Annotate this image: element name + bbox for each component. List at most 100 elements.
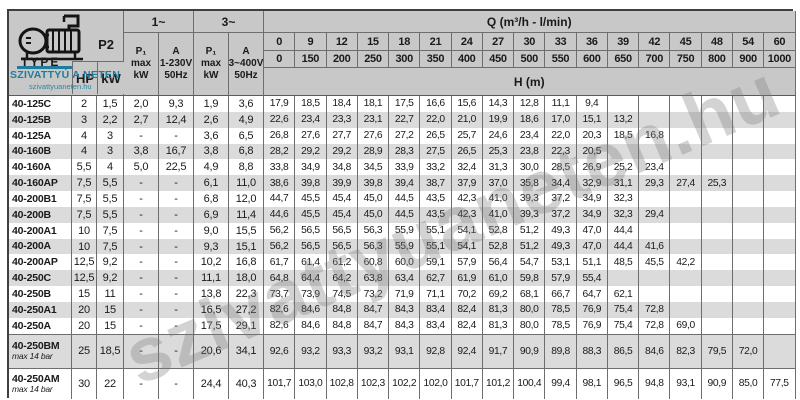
amps-230v-cell: 22,5 <box>159 159 194 176</box>
q-m3h-value: 24 <box>451 33 483 51</box>
head-value-cell: 44,4 <box>607 222 640 239</box>
head-value-cell <box>701 159 733 176</box>
amps-400v-cell: 15,1 <box>229 238 264 255</box>
head-value-cell: 72,0 <box>732 333 765 368</box>
head-value-cell: 41,0 <box>482 191 515 207</box>
head-value-cell: 29,4 <box>639 206 671 223</box>
p2-label: P2 <box>98 37 114 52</box>
brand-watermark-name: SZIVATTYÚ A NETEN <box>10 69 121 81</box>
head-value-cell: 24,6 <box>482 127 515 144</box>
type-label: TYPE <box>21 55 61 69</box>
head-value-cell: 51,1 <box>576 254 608 271</box>
amps-400v-cell: 27,2 <box>229 301 264 318</box>
model-name: 40-250A <box>12 319 51 332</box>
head-value-cell: 31,1 <box>607 175 640 192</box>
head-value-cell: 76,9 <box>576 301 608 318</box>
hp-cell: 4 <box>72 143 97 160</box>
head-value-cell: 23,4 <box>295 111 327 128</box>
head-value-cell: 64,7 <box>576 286 608 302</box>
head-value-cell: 35,8 <box>514 175 546 192</box>
head-value-cell: 56,2 <box>264 222 296 239</box>
kw-cell: 4 <box>97 159 124 176</box>
head-value-cell: 55,9 <box>389 238 421 255</box>
head-value-cell: 63,8 <box>357 270 390 287</box>
p1-3ph-cell: 4,9 <box>194 159 229 176</box>
q-m3h-value: 54 <box>732 33 765 51</box>
hp-cell: 25 <box>72 333 97 368</box>
head-value-cell: 39,3 <box>514 206 546 223</box>
head-value-cell: 18,5 <box>607 127 640 144</box>
p1-1ph-cell: - <box>124 270 159 287</box>
kw-cell: 5,5 <box>97 206 124 223</box>
head-value-cell: 42,2 <box>670 254 702 271</box>
head-value-cell <box>732 111 765 128</box>
head-value-cell <box>639 222 671 239</box>
amps-230v-cell: - <box>159 127 194 144</box>
head-value-cell: 27,6 <box>295 127 327 144</box>
head-value-cell: 83,4 <box>420 317 452 334</box>
amps-230v-cell: - <box>159 175 194 192</box>
head-value-cell <box>670 191 702 207</box>
head-value-cell: 93,2 <box>295 333 327 368</box>
p1-3ph-cell: 3,8 <box>194 143 229 160</box>
head-value-cell: 96,5 <box>607 367 640 399</box>
p1-3ph-cell: 2,6 <box>194 111 229 128</box>
head-value-cell <box>670 127 702 144</box>
kw-cell: 15 <box>97 301 124 318</box>
q-lmin-value: 900 <box>732 51 765 68</box>
model-name: 40-125B <box>12 113 51 126</box>
p1-1ph-cell: - <box>124 286 159 302</box>
head-value-cell: 78,5 <box>545 317 577 334</box>
head-value-cell: 31,3 <box>482 159 515 176</box>
head-value-cell: 27,2 <box>389 127 421 144</box>
head-value-cell <box>670 222 702 239</box>
head-value-cell <box>701 191 733 207</box>
head-value-cell: 18,1 <box>357 96 390 112</box>
q-m3h-value: 18 <box>389 33 421 51</box>
head-value-cell <box>764 222 796 239</box>
head-value-cell: 68,1 <box>514 286 546 302</box>
head-value-cell: 79,5 <box>701 333 733 368</box>
amps-400v-cell: 22,3 <box>229 286 264 302</box>
head-value-cell: 27,6 <box>357 127 390 144</box>
head-value-cell: 34,5 <box>357 159 390 176</box>
head-value-cell: 28,9 <box>357 143 390 160</box>
head-value-cell: 22,6 <box>264 111 296 128</box>
head-value-cell: 69,0 <box>670 317 702 334</box>
head-value-cell: 61,7 <box>264 254 296 271</box>
p1-3ph-cell: 1,9 <box>194 96 229 112</box>
kw-cell: 9,2 <box>97 254 124 271</box>
head-value-cell: 56,4 <box>482 254 515 271</box>
head-value-cell: 44,4 <box>607 238 640 255</box>
amps-400v-cell: 16,8 <box>229 254 264 271</box>
head-value-cell: 45,5 <box>639 254 671 271</box>
kw-cell: 15 <box>97 317 124 334</box>
amps-230v-cell: 12,4 <box>159 111 194 128</box>
head-value-cell: 45,5 <box>295 191 327 207</box>
amps-400v-cell: 11,0 <box>229 175 264 192</box>
model-cell: 40-125B <box>9 111 72 128</box>
head-value-cell: 63,4 <box>389 270 421 287</box>
head-value-cell: 42,3 <box>451 206 483 223</box>
p1-3ph-cell: 9,3 <box>194 238 229 255</box>
head-value-cell: 43,5 <box>420 191 452 207</box>
q-m3h-value: 60 <box>764 33 796 51</box>
head-value-cell: 86,5 <box>607 333 640 368</box>
q-m3h-value: 12 <box>326 33 358 51</box>
head-value-cell: 18,6 <box>514 111 546 128</box>
head-value-cell: 84,7 <box>357 301 390 318</box>
head-value-cell: 34,9 <box>576 191 608 207</box>
head-value-cell <box>764 191 796 207</box>
head-value-cell: 57,9 <box>545 270 577 287</box>
head-value-cell: 56,5 <box>295 222 327 239</box>
amps-400v-cell: 29,1 <box>229 317 264 334</box>
hp-cell: 3 <box>72 111 97 128</box>
p1-1ph-cell: - <box>124 127 159 144</box>
head-value-cell: 45,4 <box>326 206 358 223</box>
head-value-cell <box>701 254 733 271</box>
head-value-cell: 18,5 <box>295 96 327 112</box>
head-value-cell: 33,9 <box>389 159 421 176</box>
head-value-cell: 52,8 <box>482 222 515 239</box>
head-value-cell: 42,3 <box>451 191 483 207</box>
head-value-cell: 76,9 <box>576 317 608 334</box>
